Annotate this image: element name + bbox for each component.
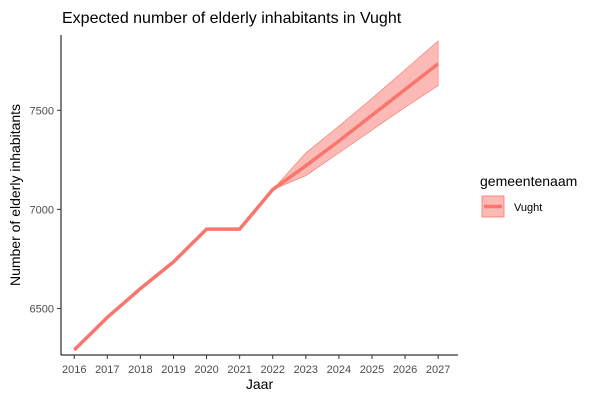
x-tick-label: 2019 bbox=[161, 364, 185, 376]
x-tick-label: 2027 bbox=[426, 364, 450, 376]
series-line-vught bbox=[72, 62, 440, 352]
legend-label-vught: Vught bbox=[514, 202, 542, 214]
x-tick-label: 2018 bbox=[128, 364, 152, 376]
y-axis-ticks: 6500 7000 7500 bbox=[30, 105, 61, 315]
x-tick-label: 2023 bbox=[294, 364, 318, 376]
x-axis-label: Jaar bbox=[246, 376, 274, 392]
y-tick-label: 7000 bbox=[30, 204, 54, 216]
x-tick-label: 2016 bbox=[62, 364, 86, 376]
x-tick-label: 2021 bbox=[227, 364, 251, 376]
x-tick-label: 2026 bbox=[393, 364, 417, 376]
x-tick-label: 2025 bbox=[360, 364, 384, 376]
x-tick-label: 2017 bbox=[95, 364, 119, 376]
y-axis-label: Number of elderly inhabitants bbox=[7, 104, 23, 286]
legend: gemeentenaam Vught bbox=[480, 173, 577, 218]
x-tick-label: 2024 bbox=[327, 364, 351, 376]
x-axis-ticks: 2016 2017 2018 2019 2020 2021 2022 2023 2024 2025… bbox=[62, 355, 450, 376]
legend-title: gemeentenaam bbox=[480, 173, 577, 189]
confidence-ribbon bbox=[74, 40, 439, 351]
plot-area bbox=[72, 40, 440, 352]
x-tick-label: 2020 bbox=[194, 364, 218, 376]
y-tick-label: 6500 bbox=[30, 303, 54, 315]
chart-title: Expected number of elderly inhabitants i… bbox=[62, 10, 402, 27]
y-tick-label: 7500 bbox=[30, 105, 54, 117]
x-tick-label: 2022 bbox=[260, 364, 284, 376]
